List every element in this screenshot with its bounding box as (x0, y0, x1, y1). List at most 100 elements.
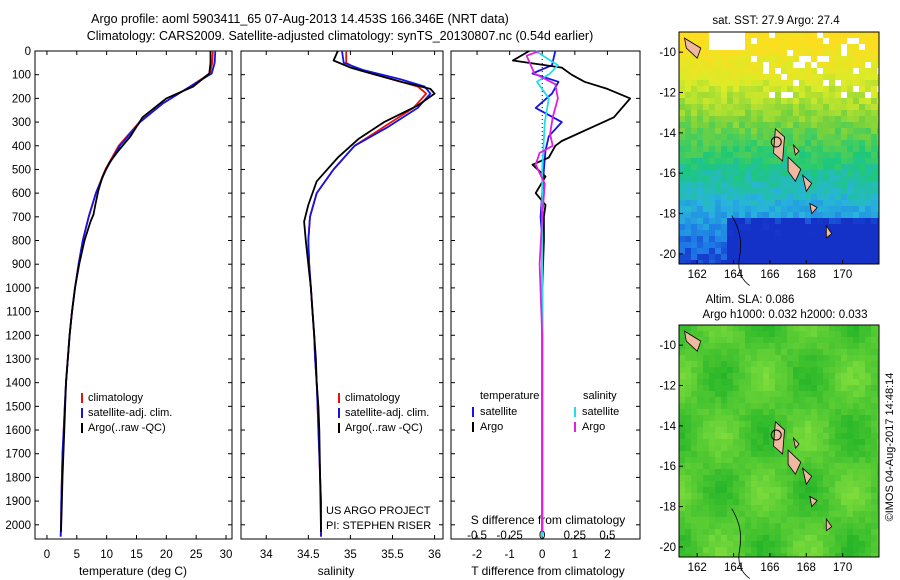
map-cell (745, 236, 751, 242)
map-cell (721, 206, 727, 212)
x-tick-label: 164 (724, 269, 744, 281)
x-tick-label: 162 (688, 269, 707, 281)
map-cell (775, 325, 781, 331)
map-cell (847, 541, 853, 547)
map-cell (769, 38, 775, 44)
map-cell (745, 463, 751, 469)
map-cell (841, 439, 847, 445)
map-cell (775, 38, 781, 44)
map-cell (823, 254, 829, 260)
map-cell (877, 218, 879, 224)
x-tick-label: 164 (724, 562, 744, 574)
map-cell (745, 499, 751, 505)
map-cell (733, 373, 739, 379)
map-cell (853, 451, 859, 457)
map-cell (745, 62, 751, 68)
map-cell (769, 379, 775, 385)
map-cell (757, 44, 763, 50)
map-cell (823, 505, 829, 511)
map-cell (787, 517, 793, 523)
map-cell (793, 194, 799, 200)
map-cell (781, 92, 787, 98)
map-cell (769, 523, 775, 529)
map-cell (691, 367, 697, 373)
map-cell (793, 86, 799, 92)
map-cell (691, 451, 697, 457)
map-cell (823, 421, 829, 427)
map-cell (733, 44, 739, 50)
map-cell (703, 56, 709, 62)
map-cell (871, 200, 877, 206)
map-cell (751, 367, 757, 373)
map-cell (739, 140, 745, 146)
map-cell (805, 44, 811, 50)
island-shape (801, 467, 813, 486)
map-cell (751, 32, 757, 38)
map-cell (781, 553, 787, 557)
map-cell (859, 146, 865, 152)
map-cell (715, 505, 721, 511)
map-cell (721, 427, 727, 433)
map-cell (805, 547, 811, 553)
map-cell (781, 445, 787, 451)
map-cell (703, 170, 709, 176)
map-cell (811, 505, 817, 511)
map-cell (835, 421, 841, 427)
map-cell (799, 535, 805, 541)
map-cell (877, 44, 879, 50)
map-cell (841, 224, 847, 230)
map-cell (769, 331, 775, 337)
map-cell (697, 212, 703, 218)
map-cell (829, 361, 835, 367)
map-cell (877, 182, 879, 188)
map-cell (709, 517, 715, 523)
map-cell (871, 523, 877, 529)
map-cell (877, 242, 879, 248)
map-cell (859, 337, 865, 343)
map-cell (763, 146, 769, 152)
map-cell (703, 463, 709, 469)
map-cell (679, 218, 685, 224)
map-cell (775, 331, 781, 337)
map-cell (763, 349, 769, 355)
map-cell (799, 170, 805, 176)
map-cell (703, 134, 709, 140)
map-cell (763, 451, 769, 457)
map-cell (865, 152, 871, 158)
map-cell (757, 224, 763, 230)
map-cell (799, 188, 805, 194)
map-cell (865, 361, 871, 367)
map-cell (877, 134, 879, 140)
map-cell (847, 68, 853, 74)
x-tick-label: 168 (797, 269, 816, 281)
map-cell (697, 493, 703, 499)
map-cell (823, 355, 829, 361)
map-cell (703, 140, 709, 146)
map-cell (877, 349, 879, 355)
map-cell (871, 415, 877, 421)
map-cell (817, 427, 823, 433)
map-cell (787, 254, 793, 260)
map-cell (823, 325, 829, 331)
map-cell (835, 236, 841, 242)
map-cell (703, 236, 709, 242)
map-cell (799, 80, 805, 86)
map-cell (835, 164, 841, 170)
map-cell (745, 553, 751, 557)
map-cell (685, 140, 691, 146)
map-cell (877, 236, 879, 242)
map-cell (781, 523, 787, 529)
map-cell (715, 122, 721, 128)
map-cell (793, 44, 799, 50)
map-cell (817, 463, 823, 469)
map-cell (733, 517, 739, 523)
map-cell (871, 493, 877, 499)
map-cell (781, 451, 787, 457)
map-cell (817, 331, 823, 337)
map-cell (811, 92, 817, 98)
map-cell (751, 439, 757, 445)
map-cell (769, 469, 775, 475)
map-cell (739, 367, 745, 373)
map-cell (739, 206, 745, 212)
map-cell (751, 517, 757, 523)
